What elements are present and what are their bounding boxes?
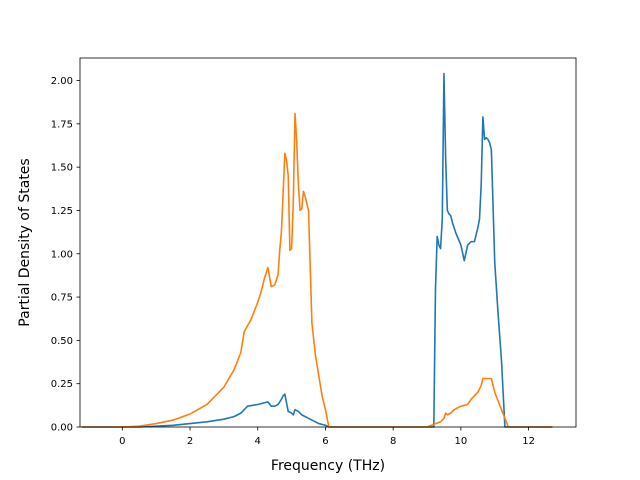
- axes-frame: [79, 57, 577, 428]
- x-tick-label: 8: [390, 436, 396, 447]
- x-tick-label: 4: [255, 436, 261, 447]
- x-tick-label: 2: [187, 436, 193, 447]
- x-tick-label: 6: [322, 436, 328, 447]
- y-tick-label: 2.00: [51, 76, 73, 87]
- x-tick-label: 0: [119, 436, 125, 447]
- y-tick-label: 0.25: [51, 379, 73, 390]
- y-tick-label: 1.50: [51, 163, 73, 174]
- y-tick-label: 1.00: [51, 249, 73, 260]
- x-tick-label: 12: [522, 436, 535, 447]
- y-tick-label: 1.25: [51, 206, 73, 217]
- x-axis-ticks: 0 2 4 6 8 10 12: [119, 427, 535, 447]
- y-axis-ticks: 0.00 0.25 0.50 0.75 1.00 1.25 1.50 1.75 2.00: [51, 76, 80, 434]
- y-tick-label: 0.50: [51, 336, 73, 347]
- x-tick-label: 10: [455, 436, 468, 447]
- x-axis-label: Frequency (THz): [271, 458, 385, 474]
- y-axis-label: Partial Density of States: [17, 158, 33, 326]
- y-tick-label: 0.75: [51, 293, 73, 304]
- y-tick-label: 0.00: [51, 423, 73, 434]
- series-line-2: [81, 112, 553, 428]
- y-tick-label: 1.75: [51, 119, 73, 130]
